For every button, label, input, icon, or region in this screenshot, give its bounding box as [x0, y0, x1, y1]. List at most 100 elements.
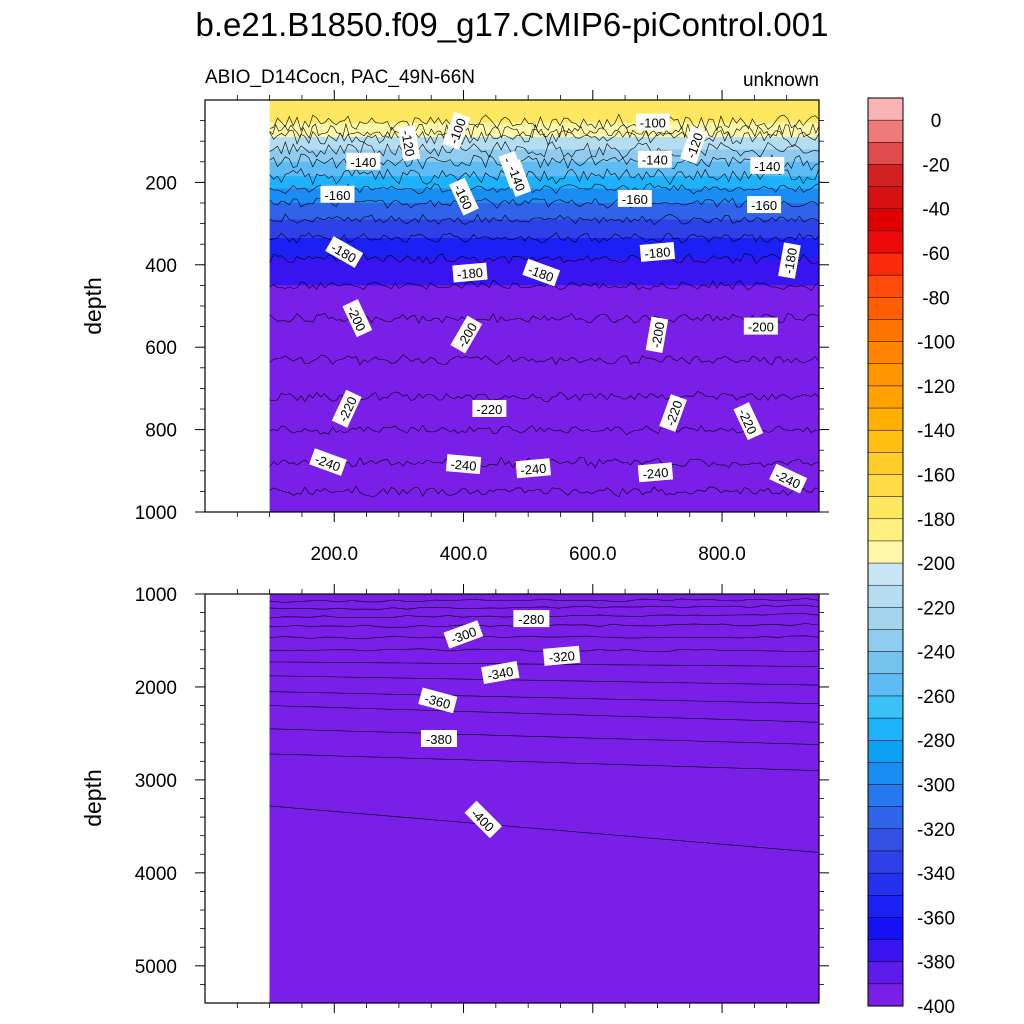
colorbar-tick-label: -100	[917, 333, 955, 354]
upper-x-tick-label: 400.0	[440, 544, 488, 565]
colorbar-tick-label: -280	[917, 731, 955, 752]
colorbar-swatch	[867, 784, 904, 808]
colorbar-swatch	[867, 584, 904, 608]
upper-contour-label: -120	[397, 124, 421, 162]
lower-contour-label: -400	[464, 800, 503, 839]
contour-label-bg	[331, 389, 362, 428]
contour-label-bg	[747, 196, 782, 214]
colorbar-swatch	[867, 518, 904, 542]
lower-contour-label: -380	[420, 730, 457, 748]
lower-contour-labels: -280-300-320-340-360-380-400	[418, 610, 581, 839]
contour-label-text: -100	[640, 116, 666, 131]
upper-contour-label: -160	[320, 185, 355, 203]
lower-contour-fill	[269, 594, 819, 1003]
upper-isoline	[269, 141, 819, 159]
upper-x-tick-label: 800.0	[698, 544, 746, 565]
contour-label-text: -280	[518, 612, 544, 627]
upper-fill-band	[269, 176, 819, 190]
contour-label-bg	[325, 236, 364, 268]
lower-isoline	[269, 805, 819, 853]
upper-isoline	[269, 183, 819, 195]
upper-isoline	[269, 232, 819, 244]
colorbar-tick-label: -160	[917, 465, 955, 486]
colorbar: 0 -20 -40 -60 -80 -100 -120 -140 -160 -180 -200 -22…	[867, 97, 955, 1018]
contour-label-bg	[637, 462, 674, 483]
upper-contour-label: -240	[445, 454, 482, 475]
upper-isoline	[269, 485, 819, 498]
colorbar-tick-label: -20	[922, 155, 949, 176]
upper-y-tick-label: 200	[145, 173, 177, 194]
colorbar-swatch	[867, 208, 904, 232]
contour-label-bg	[346, 152, 381, 170]
contour-label-bg	[445, 454, 482, 475]
upper-panel: -100-120-140-140-160-160-180-180-180-180…	[80, 90, 829, 565]
contour-label-bg	[320, 185, 355, 203]
contour-label-bg	[443, 620, 484, 649]
contour-label-bg	[659, 394, 687, 432]
lower-y-axis-label: depth	[80, 769, 106, 827]
contour-label-bg	[450, 315, 483, 354]
colorbar-swatch	[867, 341, 904, 365]
colorbar-swatch	[867, 739, 904, 763]
colorbar-swatch	[867, 562, 904, 586]
colorbar-tick-label: -80	[922, 288, 949, 309]
colorbar-tick-label: -380	[917, 953, 955, 974]
colorbar-swatch	[867, 695, 904, 719]
colorbar-swatch	[867, 142, 904, 165]
lower-axis-ticks: 1000 2000 3000 4000 5000	[135, 584, 829, 1013]
contour-label-bg	[452, 262, 488, 283]
contour-label-text: -160	[751, 198, 777, 213]
colorbar-tick-label: 0	[931, 111, 942, 132]
colorbar-swatch	[867, 97, 904, 121]
upper-isoline	[269, 197, 819, 209]
contour-label-bg	[464, 800, 503, 839]
contour-label-text: -340	[486, 664, 514, 683]
colorbar-frame	[867, 97, 904, 1007]
contour-label-text: -240	[520, 461, 547, 478]
lower-contour-label: -280	[513, 610, 550, 628]
contour-label-text: -140	[754, 159, 780, 174]
upper-y-tick-label: 400	[145, 256, 177, 277]
upper-fill-band	[269, 238, 819, 260]
contour-label-text: -180	[781, 247, 800, 275]
contour-label-bg	[397, 124, 421, 162]
contour-label-bg	[481, 661, 520, 685]
colorbar-tick-label: -220	[917, 598, 955, 619]
contour-label-text: -220	[476, 402, 502, 417]
upper-contour-label: -100	[635, 113, 670, 131]
contour-label-bg	[342, 299, 373, 338]
contour-label-bg	[503, 159, 532, 197]
lower-isoline	[269, 675, 819, 686]
contour-label-bg	[522, 258, 561, 287]
colorbar-swatch	[867, 496, 904, 520]
contour-label-text: -140	[642, 153, 668, 168]
contour-label-text: -240	[642, 465, 669, 482]
contour-label-bg	[778, 242, 801, 279]
colorbar-swatch	[867, 319, 904, 343]
colorbar-swatch	[867, 452, 904, 476]
lower-isoline	[269, 604, 819, 610]
lower-fill-band	[269, 805, 819, 1003]
contour-label-text: -180	[644, 244, 671, 261]
colorbar-swatch	[867, 119, 904, 143]
colorbar-swatch	[867, 407, 904, 431]
colorbar-swatch	[867, 230, 904, 254]
upper-fill-band	[269, 137, 819, 151]
contour-label-text: -200	[648, 321, 667, 349]
upper-fill-band	[269, 396, 819, 431]
contour-label-bg	[309, 448, 347, 476]
lower-y-tick-label: 2000	[135, 678, 177, 699]
upper-contour-label: -240	[515, 458, 551, 479]
lower-isoline	[269, 635, 819, 640]
colorbar-tick-label: -260	[917, 687, 955, 708]
contour-label-bg	[637, 150, 672, 168]
colorbar-tick-label: -120	[917, 377, 955, 398]
colorbar-tick-label: -360	[917, 908, 955, 929]
contour-label-bg	[418, 687, 458, 714]
upper-fill-band	[269, 429, 819, 464]
colorbar-swatch	[867, 186, 904, 210]
upper-contour-label: -200	[743, 317, 778, 335]
colorbar-tick-label: -180	[917, 510, 955, 531]
lower-y-tick-label: 4000	[135, 864, 177, 885]
